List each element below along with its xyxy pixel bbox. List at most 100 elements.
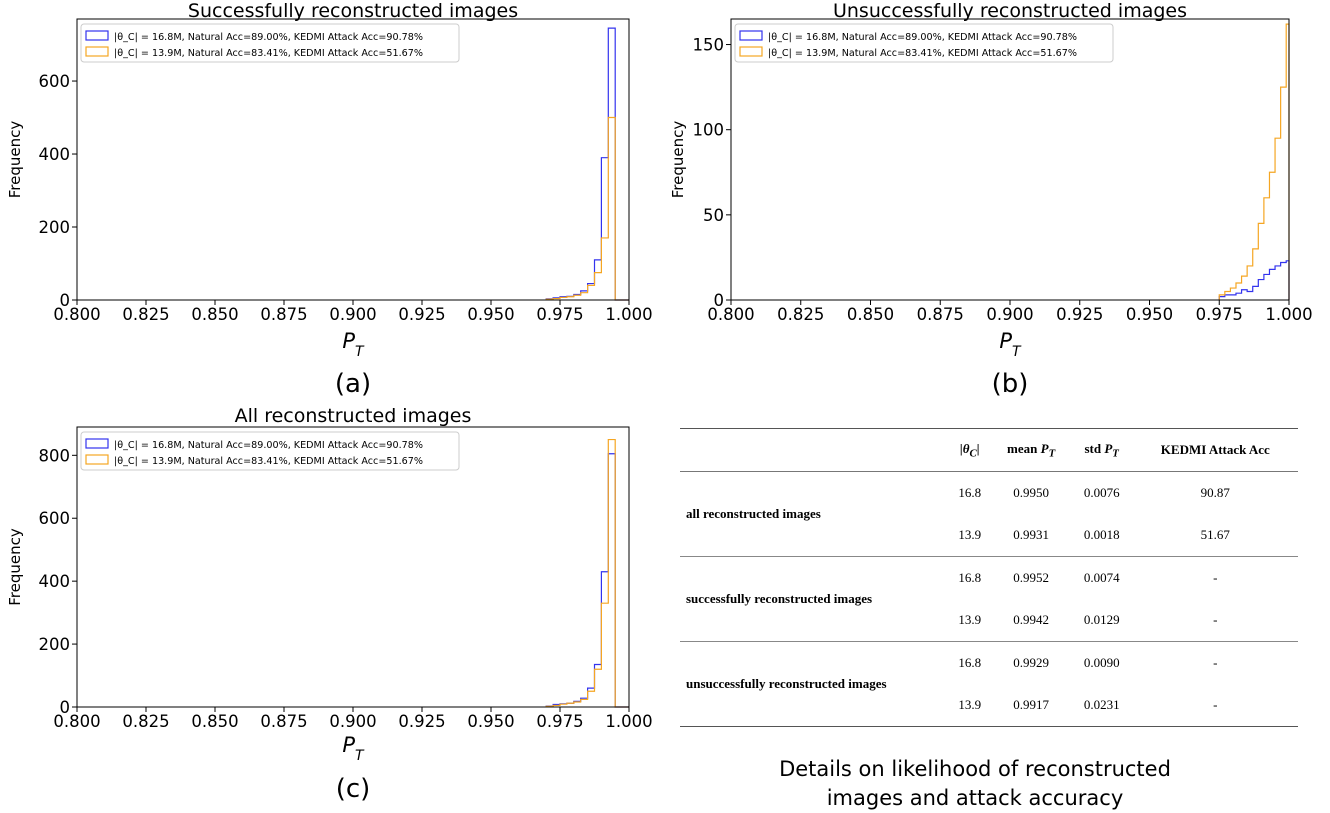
histogram-series-2 (1218, 23, 1290, 300)
x-axis-label: PT (342, 329, 365, 360)
x-tick-label: 0.850 (847, 305, 894, 324)
table-group-unsuccessful: unsuccessfully reconstructed images 16.8… (680, 641, 1298, 727)
x-tick-label: 0.975 (536, 305, 583, 324)
x-tick-label: 0.825 (777, 305, 824, 324)
table-cell: 90.87 (1200, 485, 1230, 500)
x-tick-label: 0.950 (1126, 305, 1173, 324)
table-caption-line2: images and attack accuracy (826, 786, 1124, 810)
x-tick-label: 0.900 (329, 712, 376, 731)
table-cell: - (1213, 697, 1218, 712)
legend-label-1: |θ_C| = 16.8M, Natural Acc=89.00%, KEDMI… (114, 440, 423, 451)
x-tick-label: 0.950 (467, 305, 514, 324)
histogram-series-1 (545, 453, 629, 708)
x-axis-label: PT (999, 329, 1022, 360)
table-cell: 0.0090 (1083, 655, 1120, 670)
table-cell: 51.67 (1200, 527, 1230, 542)
panel-label: (a) (335, 369, 371, 399)
table-row: all reconstructed images 16.8 0.9950 0.0… (680, 471, 1298, 521)
table-group-label: unsuccessfully reconstructed images (686, 676, 887, 691)
x-tick-label: 0.925 (1056, 305, 1103, 324)
legend-swatch-1 (739, 30, 763, 41)
x-tick-label: 1.000 (605, 305, 652, 324)
table-cell: 13.9 (958, 697, 982, 712)
panel-label: (b) (992, 369, 1029, 399)
legend-label-2: |θ_C| = 13.9M, Natural Acc=83.41%, KEDMI… (114, 48, 423, 59)
y-tick-label: 600 (39, 72, 71, 91)
table-group-all: all reconstructed images 16.8 0.9950 0.0… (680, 471, 1298, 557)
table-cell: - (1213, 612, 1218, 627)
x-tick-label: 1.000 (605, 712, 652, 731)
chart-title: All reconstructed images (235, 405, 472, 427)
x-tick-label: 0.900 (986, 305, 1033, 324)
table-cell: 16.8 (958, 570, 982, 585)
table-header-theta: |θC| (959, 440, 980, 460)
x-tick-label: 0.825 (122, 305, 169, 324)
y-tick-label: 600 (39, 509, 71, 528)
y-tick-label: 50 (703, 206, 724, 225)
table-cell: 0.0074 (1083, 570, 1120, 585)
legend-label-1: |θ_C| = 16.8M, Natural Acc=89.00%, KEDMI… (768, 32, 1077, 43)
legend-box (734, 23, 1114, 63)
histogram-series-2 (545, 116, 629, 301)
table-group-successful: successfully reconstructed images 16.8 0… (680, 556, 1298, 642)
stats-table-container: |θC| mean PT std PT KEDMI Attack Acc all… (680, 428, 1298, 727)
chart-panel-b: Unsuccessfully reconstructed images 0.800… (669, 0, 1313, 399)
panel-label: (c) (336, 774, 371, 804)
table-row: 13.9 0.9917 0.0231 - (680, 684, 1298, 727)
legend-swatch-2 (85, 454, 109, 465)
y-tick-label: 0 (714, 291, 725, 310)
x-axis-label: PT (342, 733, 365, 764)
legend-swatch-2 (739, 46, 763, 57)
x-tick-label: 0.875 (260, 305, 307, 324)
table-caption-line1: Details on likelihood of reconstructed (779, 757, 1171, 781)
table-cell: - (1213, 655, 1218, 670)
stats-table: |θC| mean PT std PT KEDMI Attack Acc all… (680, 428, 1298, 727)
chart-panel-a: Successfully reconstructed images 0.800 0.… (6, 0, 653, 399)
table-cell: 0.9929 (1013, 655, 1049, 670)
table-cell: 16.8 (958, 485, 982, 500)
x-tick-label: 0.825 (122, 712, 169, 731)
table-cell: 0.0129 (1083, 612, 1120, 627)
x-tick-label: 0.875 (260, 712, 307, 731)
x-tick-label: 0.800 (707, 305, 754, 324)
x-tick-label: 0.900 (329, 305, 376, 324)
legend-box (80, 23, 460, 63)
y-tick-label: 200 (39, 218, 71, 237)
y-tick-label: 400 (39, 572, 71, 591)
table-cell: 16.8 (958, 655, 982, 670)
y-tick-label: 200 (39, 635, 71, 654)
y-axis-label: Frequency (669, 121, 687, 199)
table-row: 13.9 0.9931 0.0018 51.67 (680, 514, 1298, 557)
x-tick-label: 0.975 (1196, 305, 1243, 324)
table-cell: 0.9950 (1013, 485, 1049, 500)
histogram-series-1 (1218, 260, 1290, 300)
y-tick-label: 150 (693, 36, 725, 55)
table-row: unsuccessfully reconstructed images 16.8… (680, 641, 1298, 691)
table-cell: 0.9942 (1013, 612, 1049, 627)
legend-box (80, 431, 460, 471)
x-tick-label: 0.800 (53, 712, 100, 731)
table-row: 13.9 0.9942 0.0129 - (680, 599, 1298, 642)
x-tick-label: 0.950 (467, 712, 514, 731)
legend-label-2: |θ_C| = 13.9M, Natural Acc=83.41%, KEDMI… (114, 456, 423, 467)
histogram-series-2 (545, 438, 629, 708)
table-cell: 0.9917 (1013, 697, 1049, 712)
x-tick-label: 0.925 (398, 712, 445, 731)
chart-title: Successfully reconstructed images (188, 0, 518, 22)
table-group-label: successfully reconstructed images (686, 591, 873, 606)
table-cell: 13.9 (958, 612, 982, 627)
legend-swatch-1 (85, 438, 109, 449)
y-axis-label: Frequency (6, 528, 24, 606)
x-tick-label: 1.000 (1265, 305, 1312, 324)
x-tick-label: 0.975 (536, 712, 583, 731)
x-tick-label: 0.875 (917, 305, 964, 324)
table-cell: 0.9952 (1013, 570, 1049, 585)
chart-panel-c: All reconstructed images 0.800 0.825 0.850 0… (6, 405, 653, 804)
table-cell: - (1213, 570, 1218, 585)
x-tick-label: 0.925 (398, 305, 445, 324)
histogram-series-1 (545, 27, 629, 301)
y-tick-label: 0 (60, 698, 71, 717)
table-header-row: |θC| mean PT std PT KEDMI Attack Acc (680, 428, 1298, 472)
table-cell: 0.0018 (1083, 527, 1120, 542)
